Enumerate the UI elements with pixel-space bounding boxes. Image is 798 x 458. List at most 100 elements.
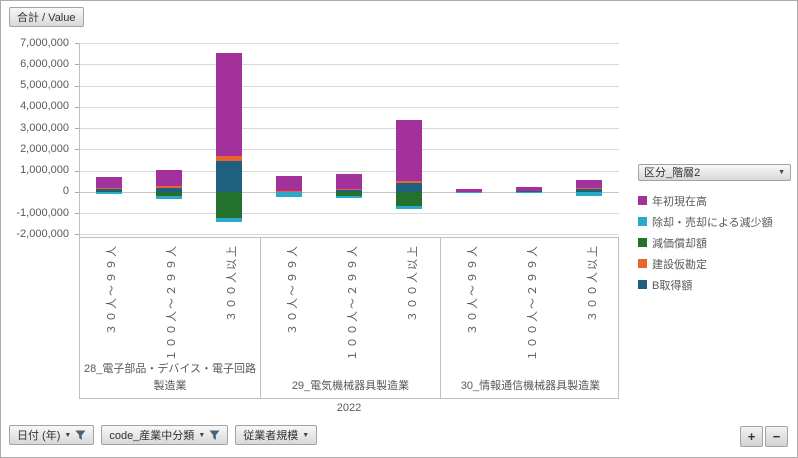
filter-button-row: 日付 (年) ▼ code_産業中分類 ▼ 従業者規模 ▼ (9, 425, 318, 445)
collapse-minus-button[interactable]: − (765, 426, 788, 447)
bar-segment[interactable] (456, 189, 482, 192)
bar-segment[interactable] (96, 191, 122, 193)
bar-segment[interactable] (576, 192, 602, 197)
bar-segment[interactable] (216, 52, 242, 156)
expand-plus-button[interactable]: + (740, 426, 763, 447)
gridline (79, 64, 619, 66)
gridline (79, 43, 619, 44)
gridline (79, 234, 619, 236)
y-axis-tick-label: 4,000,000 (20, 100, 69, 113)
bar-segment[interactable] (156, 191, 182, 197)
y-axis-tick-label: 3,000,000 (20, 121, 69, 134)
legend: 区分_階層2 ▼ 年初現在高 除却・売却による減少額 減価償却額 建設仮勘定 B取得額 (638, 163, 791, 295)
value-field-label: 合計 / Value (17, 12, 76, 24)
bar-segment[interactable] (276, 192, 302, 197)
category-axis-area: ３０人～９９人 １００人～２９９人 ３００人以上 28_電子部品・デバイス・電子回路製… (79, 237, 619, 399)
gridline (79, 170, 619, 172)
bar-segment[interactable] (276, 176, 302, 191)
legend-item-label: B取得額 (652, 279, 693, 292)
y-axis-tick (75, 43, 79, 44)
legend-items: 年初現在高 除却・売却による減少額 減価償却額 建設仮勘定 B取得額 (638, 190, 791, 295)
bar-segment[interactable] (216, 155, 242, 161)
gridline (79, 106, 619, 108)
bar-segment[interactable] (96, 192, 122, 195)
bar-segment[interactable] (336, 196, 362, 199)
legend-color-swatch-icon (638, 196, 647, 205)
filter-field-label: 日付 (年) (17, 430, 61, 442)
legend-color-swatch-icon (638, 280, 647, 289)
gridline (79, 213, 619, 215)
y-axis-tick-label: -1,000,000 (16, 206, 69, 219)
gridline (79, 85, 619, 87)
bar-segment[interactable] (396, 120, 422, 181)
bar-segment[interactable] (576, 179, 602, 188)
category-group-cell: ３０人～９９人 １００人～２９９人 ３００人以上 29_電気機械器具製造業 (260, 238, 440, 398)
outer-category-label: 2022 (336, 402, 362, 414)
bar-segment[interactable] (516, 186, 542, 192)
legend-color-swatch-icon (638, 259, 647, 268)
y-axis-tick (75, 170, 79, 172)
filter-field-label: code_産業中分類 (109, 430, 195, 442)
filter-field-button[interactable]: 従業者規模 ▼ (235, 425, 318, 445)
bar-segment[interactable] (336, 191, 362, 197)
bar-segment[interactable] (156, 187, 182, 192)
chevron-down-icon: ▼ (64, 431, 72, 439)
y-axis-tick (75, 64, 79, 66)
y-axis-tick (75, 234, 79, 236)
legend-item-label: 除却・売却による減少額 (652, 216, 773, 229)
bar-segment[interactable] (396, 180, 422, 183)
legend-field-button[interactable]: 区分_階層2 ▼ (638, 163, 791, 181)
legend-item: 減価償却額 (638, 232, 791, 253)
y-axis-tick (75, 191, 79, 193)
bar-segment[interactable] (216, 191, 242, 218)
legend-item: 建設仮勘定 (638, 253, 791, 274)
y-axis-tick (75, 128, 79, 130)
bar-segment[interactable] (276, 190, 302, 192)
bar-segment[interactable] (336, 189, 362, 192)
bar-segment[interactable] (456, 192, 482, 193)
bar-segment[interactable] (576, 188, 602, 192)
y-axis-tick (75, 106, 79, 108)
bar-segment[interactable] (396, 205, 422, 209)
legend-item: B取得額 (638, 274, 791, 295)
y-axis-tick-label: 5,000,000 (20, 79, 69, 91)
bar-segment[interactable] (96, 188, 122, 190)
gridline (79, 149, 619, 151)
y-axis-tick-label: 0 (62, 185, 69, 198)
bar-segment[interactable] (216, 217, 242, 223)
bar-segment[interactable] (336, 174, 362, 189)
y-axis-tick (75, 85, 79, 87)
bar-segment[interactable] (156, 169, 182, 186)
chevron-down-icon: ▼ (778, 168, 785, 176)
y-axis-tick-label: 7,000,000 (20, 36, 69, 49)
y-axis-tick-label: 6,000,000 (20, 57, 69, 70)
category-group-cell: ３０人～９９人 １００人～２９９人 ３００人以上 30_情報通信機械器具製造業 (440, 238, 620, 398)
legend-field-label: 区分_階層2 (644, 167, 701, 179)
bar-segment[interactable] (96, 176, 122, 189)
bar-segment[interactable] (336, 188, 362, 190)
bar-segment[interactable] (516, 192, 542, 194)
gridline (79, 128, 619, 130)
bar-segment[interactable] (216, 160, 242, 192)
bar-segment[interactable] (576, 187, 602, 189)
legend-item: 除却・売却による減少額 (638, 211, 791, 232)
filter-funnel-icon (75, 430, 86, 440)
bar-segment[interactable] (396, 191, 422, 206)
zoom-controls: + − (740, 426, 788, 447)
bar-segment[interactable] (156, 196, 182, 199)
bar-segment[interactable] (396, 182, 422, 192)
filter-field-button[interactable]: code_産業中分類 ▼ (101, 425, 229, 445)
bar-segment[interactable] (576, 191, 602, 193)
legend-item-label: 減価償却額 (652, 237, 707, 250)
y-axis-line (79, 43, 80, 237)
group-label: 29_電気機械器具製造業 (291, 379, 410, 392)
bar-segment[interactable] (96, 189, 122, 192)
group-label: 28_電子部品・デバイス・電子回路製造業 (83, 363, 257, 392)
bar-segment[interactable] (276, 191, 302, 193)
y-axis-tick-label: 1,000,000 (20, 164, 69, 177)
bar-segment[interactable] (156, 185, 182, 188)
filter-field-button[interactable]: 日付 (年) ▼ (9, 425, 95, 445)
value-field-button[interactable]: 合計 / Value (9, 7, 84, 27)
